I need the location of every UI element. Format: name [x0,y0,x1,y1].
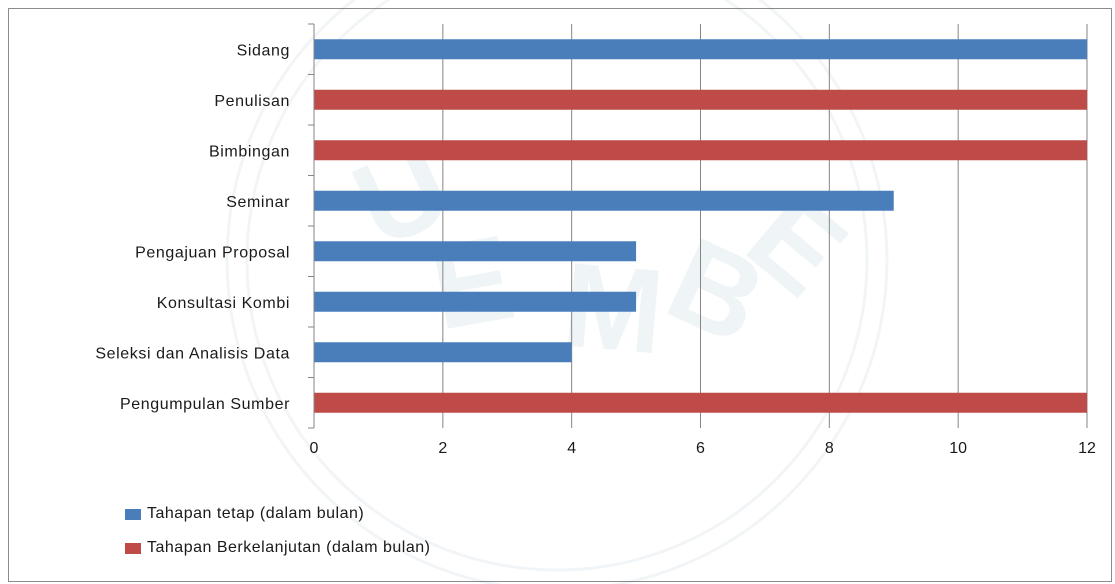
bar-seminar [314,190,894,211]
x-tick-label-0: 0 [310,440,319,457]
y-label-pengumpulan-sumber: Pengumpulan Sumber [120,396,290,413]
legend-label-tahapan-tetap: Tahapan tetap (dalam bulan) [147,505,365,522]
y-label-pengajuan-proposal: Pengajuan Proposal [135,244,290,261]
x-tick-label-6: 6 [696,440,705,457]
gridlines [442,24,1088,428]
legend-label-tahapan-berkelanjutan: Tahapan Berkelanjutan (dalam bulan) [147,539,431,556]
y-axis-labels: Sidang Penulisan Bimbingan Seminar Pengajuan… [95,42,290,413]
legend: Tahapan tetap (dalam bulan) Tahapan Berk… [125,505,430,573]
legend-swatch-red [125,542,141,554]
x-tick-label-4: 4 [567,440,576,457]
x-tick-label-12: 12 [1078,440,1096,457]
y-label-seleksi-dan-analisis-data: Seleksi dan Analisis Data [95,345,290,362]
bar-konsultasi-kombi [314,291,637,312]
x-tick-label-10: 10 [949,440,967,457]
legend-item-tahapan-berkelanjutan: Tahapan Berkelanjutan (dalam bulan) [125,539,430,557]
bar-sidang [314,39,1087,60]
legend-swatch-blue [125,508,141,520]
bar-pengajuan-proposal [314,241,637,262]
legend-item-tahapan-tetap: Tahapan tetap (dalam bulan) [125,505,430,523]
bar-bimbingan [314,140,1087,161]
bar-pengumpulan-sumber [314,392,1087,413]
bar-seleksi-dan-analisis-data [314,342,572,363]
y-label-seminar: Seminar [226,194,290,211]
x-tick-label-2: 2 [438,440,447,457]
bars [314,39,1087,413]
y-label-bimbingan: Bimbingan [209,143,290,160]
axes [308,23,315,429]
y-label-konsultasi-kombi: Konsultasi Kombi [157,295,290,312]
y-label-penulisan: Penulisan [214,93,290,110]
bar-penulisan [314,89,1087,110]
x-axis-labels: 0 2 4 6 8 10 12 [310,440,1096,457]
y-label-sidang: Sidang [237,42,290,59]
x-tick-label-8: 8 [825,440,834,457]
